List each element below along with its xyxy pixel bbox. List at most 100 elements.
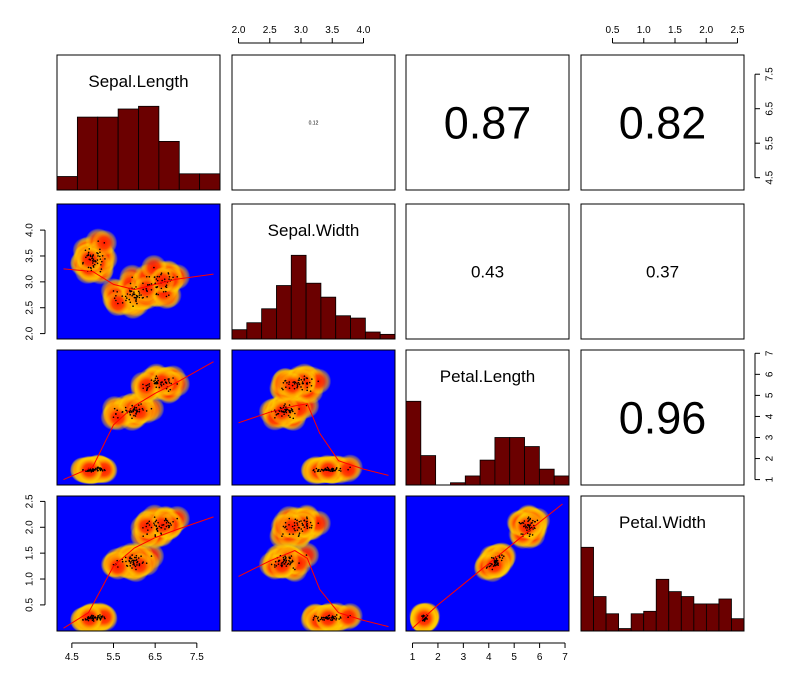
- data-point: [165, 381, 168, 384]
- data-point: [524, 524, 527, 526]
- data-point: [160, 287, 163, 290]
- hist-bar-sepal-width: [364, 331, 381, 340]
- data-point: [286, 408, 289, 411]
- data-point: [176, 517, 179, 520]
- data-point: [279, 406, 282, 409]
- data-point: [525, 526, 527, 529]
- data-point: [99, 255, 101, 258]
- data-point: [301, 522, 304, 525]
- data-point: [296, 382, 298, 384]
- data-point: [87, 616, 90, 618]
- data-point: [92, 266, 95, 268]
- data-point: [121, 560, 124, 563]
- hist-bar-sepal-width: [276, 285, 292, 340]
- data-point: [290, 407, 293, 410]
- data-point: [129, 411, 131, 414]
- data-point: [329, 619, 332, 621]
- data-point: [168, 382, 171, 384]
- data-point: [281, 387, 283, 390]
- data-point: [300, 520, 302, 522]
- data-point: [160, 526, 162, 529]
- x-tick-label: 4.0: [357, 25, 371, 36]
- data-point: [117, 302, 119, 305]
- variable-label: Sepal.Length: [88, 72, 188, 91]
- data-point: [135, 556, 137, 559]
- data-point: [148, 275, 151, 278]
- data-point: [138, 410, 141, 413]
- data-point: [303, 379, 306, 381]
- data-point: [291, 561, 293, 563]
- data-point: [96, 252, 98, 254]
- hist-bar-sepal-width: [305, 282, 322, 340]
- data-point: [99, 251, 101, 254]
- data-point: [115, 413, 117, 416]
- data-point: [347, 468, 349, 471]
- data-point: [501, 554, 503, 556]
- data-point: [522, 533, 524, 535]
- hist-bar-petal-length: [494, 437, 511, 486]
- data-point: [137, 557, 140, 559]
- data-point: [132, 408, 135, 410]
- data-point: [131, 417, 133, 420]
- data-point: [130, 557, 133, 560]
- hist-bar-petal-length: [553, 475, 570, 486]
- data-point: [270, 563, 273, 566]
- data-point: [527, 517, 529, 520]
- y-tick-label: 2.5: [25, 494, 36, 508]
- data-point: [99, 270, 102, 273]
- data-point: [283, 404, 286, 407]
- data-point: [124, 556, 127, 559]
- density-layer: [63, 228, 214, 320]
- data-point: [166, 520, 169, 522]
- hist-bar-sepal-width: [246, 322, 263, 340]
- data-point: [283, 413, 285, 416]
- data-point: [165, 525, 168, 528]
- data-point: [129, 293, 131, 296]
- data-point: [145, 522, 148, 525]
- data-point: [150, 288, 153, 291]
- data-point: [104, 258, 106, 260]
- data-point: [494, 562, 497, 565]
- data-point: [297, 381, 300, 384]
- data-point: [155, 519, 158, 522]
- y-tick-label: 2.5: [25, 300, 36, 314]
- data-point: [294, 412, 296, 415]
- data-point: [290, 555, 293, 557]
- variable-label: Petal.Width: [619, 513, 706, 532]
- data-point: [158, 525, 161, 528]
- hist-bar-petal-width: [668, 591, 682, 632]
- correlation-label: 0.82: [619, 98, 707, 149]
- y-tick-label: 7: [765, 350, 776, 356]
- hist-bar-sepal-length: [178, 173, 201, 191]
- data-point: [520, 533, 523, 535]
- data-point: [97, 466, 100, 469]
- data-point: [285, 408, 288, 410]
- data-point: [148, 283, 151, 286]
- data-point: [532, 528, 534, 530]
- data-point: [335, 617, 338, 619]
- data-point: [126, 293, 129, 295]
- x-tick-label: 3.0: [294, 25, 308, 36]
- data-point: [284, 555, 286, 557]
- data-point: [138, 564, 141, 567]
- data-point: [322, 618, 324, 621]
- hist-bar-sepal-width: [320, 296, 337, 340]
- data-point: [148, 383, 151, 385]
- variable-label: Petal.Length: [440, 367, 535, 386]
- data-point: [282, 388, 284, 391]
- panel-border: [231, 203, 396, 340]
- x-tick-label: 1: [410, 652, 416, 663]
- data-point: [294, 381, 296, 384]
- data-point: [156, 377, 159, 380]
- data-point: [157, 379, 159, 382]
- data-point: [288, 533, 291, 535]
- data-point: [282, 406, 285, 409]
- hist-bar-sepal-length: [138, 105, 160, 191]
- data-point: [150, 526, 153, 529]
- corr-panel-bg: [581, 204, 744, 339]
- data-point: [168, 378, 170, 380]
- data-point: [92, 615, 94, 618]
- data-point: [148, 524, 151, 526]
- hist-bar-petal-width: [593, 596, 607, 632]
- panel-border: [231, 54, 396, 191]
